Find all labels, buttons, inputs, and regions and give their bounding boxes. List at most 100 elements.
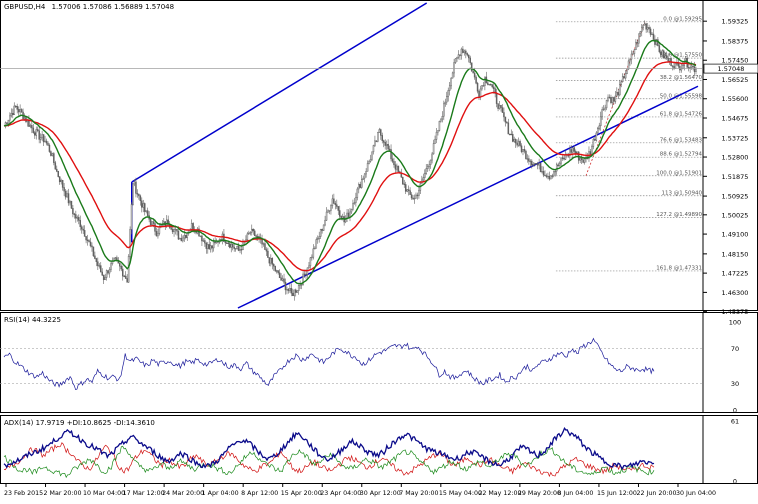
candle-body bbox=[673, 66, 675, 69]
candle-body bbox=[468, 54, 470, 59]
candle-body bbox=[277, 270, 279, 274]
candle-body bbox=[366, 163, 369, 172]
candle-body bbox=[573, 147, 576, 152]
candle-body bbox=[509, 133, 511, 136]
candle-body bbox=[229, 243, 231, 248]
candle-body bbox=[655, 39, 658, 45]
candle-body bbox=[290, 288, 293, 294]
candle-body bbox=[506, 121, 508, 124]
candle-body bbox=[601, 109, 603, 118]
rsi-tick-label: 30 bbox=[731, 380, 739, 388]
candle-body bbox=[296, 290, 298, 293]
candle-body bbox=[365, 170, 367, 175]
candle-body bbox=[435, 131, 438, 140]
candle-body bbox=[91, 245, 93, 248]
candle-body bbox=[557, 164, 559, 166]
time-tick-label: 8 Jun 04:00 bbox=[557, 490, 593, 497]
candle-body bbox=[550, 175, 552, 180]
candle-body bbox=[413, 197, 416, 200]
candle-body bbox=[470, 62, 473, 72]
candle-body bbox=[412, 197, 414, 200]
price-tick-label: 1.50025 bbox=[722, 211, 749, 219]
candle-body bbox=[64, 190, 67, 198]
candle-body bbox=[101, 271, 103, 276]
candle-body bbox=[79, 220, 81, 227]
candle-body bbox=[36, 129, 39, 131]
price-tick-label: 1.54675 bbox=[722, 115, 749, 123]
candle-body bbox=[237, 246, 240, 251]
adx-axis: 61 0 bbox=[702, 415, 739, 486]
candle-body bbox=[73, 213, 76, 215]
candle-body bbox=[256, 235, 259, 238]
candle-body bbox=[226, 242, 228, 244]
candle-body bbox=[331, 198, 334, 206]
candle-body bbox=[138, 193, 140, 197]
candle-body bbox=[17, 109, 20, 113]
candle-body bbox=[289, 288, 291, 291]
candle-body bbox=[319, 228, 322, 237]
candle-body bbox=[561, 157, 564, 160]
price-tick-label: 1.46300 bbox=[722, 289, 749, 297]
candle-body bbox=[583, 158, 586, 163]
candle-body bbox=[98, 265, 101, 267]
price-tick-label: 1.50925 bbox=[722, 193, 749, 201]
candle-body bbox=[201, 235, 203, 242]
rsi-line bbox=[3, 337, 655, 391]
fib-level-label: 100.0 @1.51901 bbox=[656, 170, 702, 176]
candle-body bbox=[300, 284, 303, 286]
candle-body bbox=[231, 243, 234, 248]
candle-body bbox=[299, 284, 301, 286]
candle-body bbox=[209, 245, 212, 250]
moving-averages bbox=[3, 39, 697, 285]
candle-body bbox=[80, 226, 83, 230]
candle-body bbox=[251, 228, 253, 233]
adx-series bbox=[3, 427, 655, 479]
candle-body bbox=[268, 257, 271, 264]
time-tick-label: 8 Apr 12:00 bbox=[241, 490, 278, 497]
candle-body bbox=[599, 116, 602, 127]
candle-body bbox=[23, 117, 26, 120]
candle-body bbox=[165, 219, 168, 227]
candle-body bbox=[67, 193, 70, 204]
candle-body bbox=[380, 129, 382, 136]
candle-body bbox=[359, 184, 362, 188]
time-tick-label: 15 May 04:00 bbox=[439, 490, 482, 497]
fast-ma-line bbox=[3, 39, 697, 285]
candle-body bbox=[145, 210, 147, 212]
candle-body bbox=[9, 115, 11, 121]
candle-body bbox=[665, 55, 668, 59]
candle-body bbox=[12, 113, 14, 115]
candle-body bbox=[387, 143, 389, 150]
candle-body bbox=[633, 49, 636, 54]
channel-upper-line[interactable] bbox=[131, 2, 428, 183]
candle-body bbox=[358, 184, 360, 190]
candle-body bbox=[177, 230, 180, 240]
price-pane: 0.0 @1.59295 23.6 @1.57550 38.2 @1.56470 50… bbox=[0, 0, 758, 316]
candle-body bbox=[13, 105, 16, 115]
candle-body bbox=[418, 189, 420, 196]
candle-body bbox=[481, 85, 483, 90]
candle-body bbox=[51, 153, 54, 156]
candle-body bbox=[533, 163, 536, 165]
candle-body bbox=[61, 180, 64, 188]
candle-body bbox=[541, 171, 543, 173]
price-tick-label: 1.59325 bbox=[722, 18, 749, 26]
candle-body bbox=[322, 224, 325, 231]
candle-body bbox=[431, 153, 433, 161]
candle-body bbox=[621, 76, 624, 82]
candle-body bbox=[176, 228, 178, 232]
candle-body bbox=[92, 246, 95, 257]
candle-body bbox=[14, 105, 17, 108]
candle-body bbox=[292, 292, 294, 297]
candle-body bbox=[337, 206, 340, 211]
time-tick-label: 23 Apr 04:00 bbox=[320, 490, 361, 497]
candle-body bbox=[246, 233, 249, 241]
candle-body bbox=[297, 285, 300, 291]
candle-body bbox=[85, 236, 87, 241]
candle-body bbox=[426, 166, 429, 169]
candle-body bbox=[60, 180, 62, 183]
candle-body bbox=[544, 174, 546, 177]
candle-body bbox=[173, 229, 175, 233]
candle-body bbox=[126, 278, 128, 283]
